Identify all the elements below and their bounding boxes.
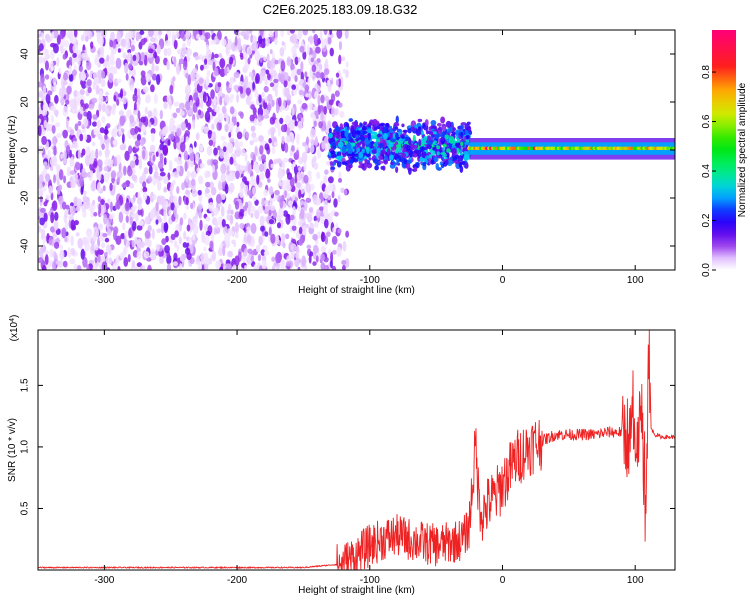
x-tick-label: 0 (500, 575, 506, 586)
y-multiplier-exponent: 4 (9, 318, 16, 322)
x-tick-label: 0 (500, 275, 506, 286)
colorbar-label: Normalized spectral amplitude (737, 82, 748, 217)
x-tick-label: -100 (360, 575, 380, 586)
colorbar-tick-label: 0.4 (701, 164, 712, 178)
colorbar: 0.0 0.2 0.4 0.6 0.8 Normalized spectral ampli… (701, 30, 748, 277)
x-tick-label: -100 (360, 275, 380, 286)
snr-panel: -300 -200 -100 0 100 0.5 1.0 1.5 Height of strai… (7, 315, 676, 596)
y-tick-label: 1.5 (20, 378, 31, 392)
x-tick-label: -200 (227, 575, 247, 586)
y-multiplier-close: ) (9, 315, 20, 318)
x-axis-label: Height of straight line (km) (298, 285, 415, 296)
colorbar-tick-label: 0.2 (701, 213, 712, 227)
y-axis-label: SNR (10 * v/v) (7, 418, 18, 482)
colorbar-tick-label: 0.8 (701, 65, 712, 79)
colorbar-tick-label: 0.6 (701, 114, 712, 128)
plot-frame (37, 329, 676, 571)
colorbar-gradient (712, 30, 736, 270)
y-multiplier-label: (x104) (9, 315, 21, 342)
x-tick-label: 100 (627, 575, 644, 586)
y-tick-label: 0.5 (20, 501, 31, 515)
y-tick-label: -20 (20, 190, 31, 205)
x-axis-label: Height of straight line (km) (298, 585, 415, 596)
heatmap-cells (38, 30, 675, 270)
x-tick-label: -200 (227, 275, 247, 286)
y-axis-label: Frequency (Hz) (7, 116, 18, 185)
x-tick-label: -300 (94, 275, 114, 286)
y-tick-label: 1.0 (20, 440, 31, 454)
x-tick-label: -300 (94, 575, 114, 586)
colorbar-tick-label: 0.0 (701, 263, 712, 277)
y-tick-label: 0 (20, 147, 31, 153)
plot-area (38, 330, 675, 570)
y-tick-label: 20 (20, 96, 31, 108)
snr-series-line (38, 330, 675, 570)
x-tick-label: 100 (627, 275, 644, 286)
y-tick-label: 40 (20, 48, 31, 60)
y-tick-label: -40 (20, 238, 31, 253)
figure-title: C2E6.2025.183.09.18.G32 (263, 2, 418, 17)
